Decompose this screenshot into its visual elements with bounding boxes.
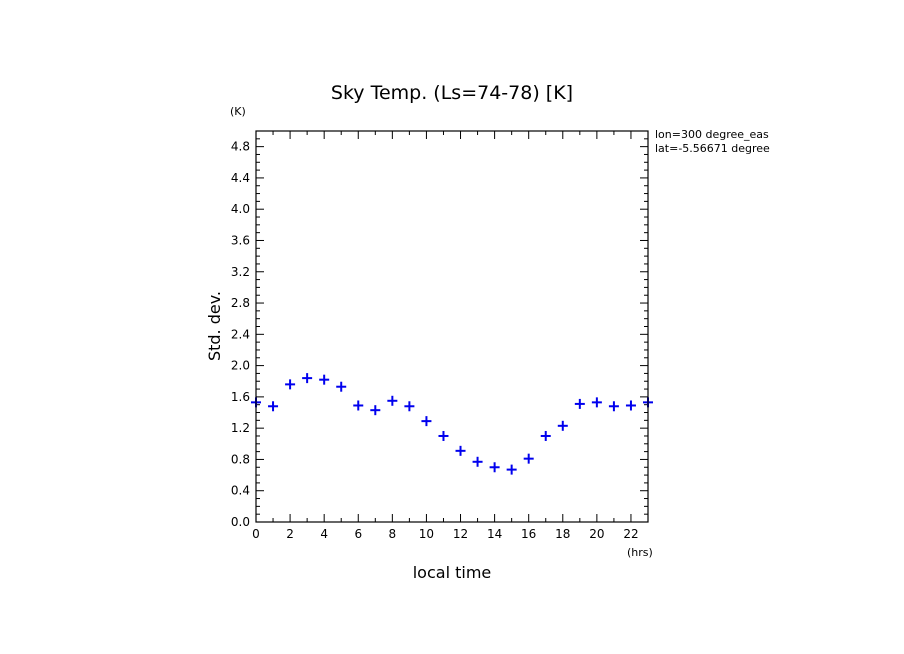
points-layer [251, 373, 653, 475]
data-point [506, 464, 517, 475]
y-tick-label: 0.8 [231, 452, 250, 466]
ticks-layer [255, 130, 649, 523]
x-tick-label: 20 [589, 527, 604, 541]
data-point [353, 400, 364, 411]
data-point [387, 395, 398, 406]
data-point [319, 374, 330, 385]
x-tick-label: 8 [389, 527, 397, 541]
x-tick-label: 0 [252, 527, 260, 541]
y-tick-label: 4.0 [231, 202, 250, 216]
y-tick-label: 1.6 [231, 390, 250, 404]
y-tick-label: 1.2 [231, 421, 250, 435]
data-point [268, 401, 279, 412]
data-point [370, 405, 381, 416]
data-point [455, 445, 466, 456]
y-tick-label: 2.4 [231, 327, 250, 341]
data-point [523, 453, 534, 464]
x-tick-label: 10 [419, 527, 434, 541]
data-point [608, 401, 619, 412]
y-axis-unit: (K) [230, 105, 246, 118]
data-point [302, 373, 313, 384]
plot-frame [255, 130, 649, 523]
data-point [591, 397, 602, 408]
data-point [404, 401, 415, 412]
x-tick-label: 14 [487, 527, 502, 541]
data-point [489, 462, 500, 473]
y-tick-label: 3.6 [231, 233, 250, 247]
y-axis-title: Std. dev. [205, 291, 224, 361]
x-tick-label: 12 [453, 527, 468, 541]
data-point [438, 430, 449, 441]
x-axis-unit: (hrs) [627, 546, 653, 559]
x-tick-label: 2 [286, 527, 294, 541]
chart-title: Sky Temp. (Ls=74-78) [K] [331, 82, 573, 104]
x-tick-label: 16 [521, 527, 536, 541]
y-tick-label: 2.0 [231, 359, 250, 373]
x-tick-label: 6 [354, 527, 362, 541]
data-point [574, 398, 585, 409]
y-tick-label: 4.4 [231, 171, 250, 185]
y-tick-label: 2.8 [231, 296, 250, 310]
y-tick-label: 3.2 [231, 265, 250, 279]
data-point [285, 379, 296, 390]
annotation-lat: lat=-5.56671 degree [655, 142, 770, 155]
data-point [625, 400, 636, 411]
x-axis-title: local time [413, 563, 492, 582]
tick-labels-layer: 0 2 4 6 8 10 12 14 16 18 20 22 0.0 0.4 0.8 1.2 1.6 2.0 2.4… [231, 140, 639, 541]
data-point [557, 420, 568, 431]
data-point [336, 381, 347, 392]
data-point [421, 416, 432, 427]
x-tick-label: 18 [555, 527, 570, 541]
data-point [472, 456, 483, 467]
data-point [540, 430, 551, 441]
x-tick-label: 4 [320, 527, 328, 541]
y-tick-label: 0.0 [231, 515, 250, 529]
y-tick-label: 4.8 [231, 140, 250, 154]
x-tick-label: 22 [623, 527, 638, 541]
y-tick-label: 0.4 [231, 484, 250, 498]
annotation-lon: lon=300 degree_eas [655, 128, 769, 141]
